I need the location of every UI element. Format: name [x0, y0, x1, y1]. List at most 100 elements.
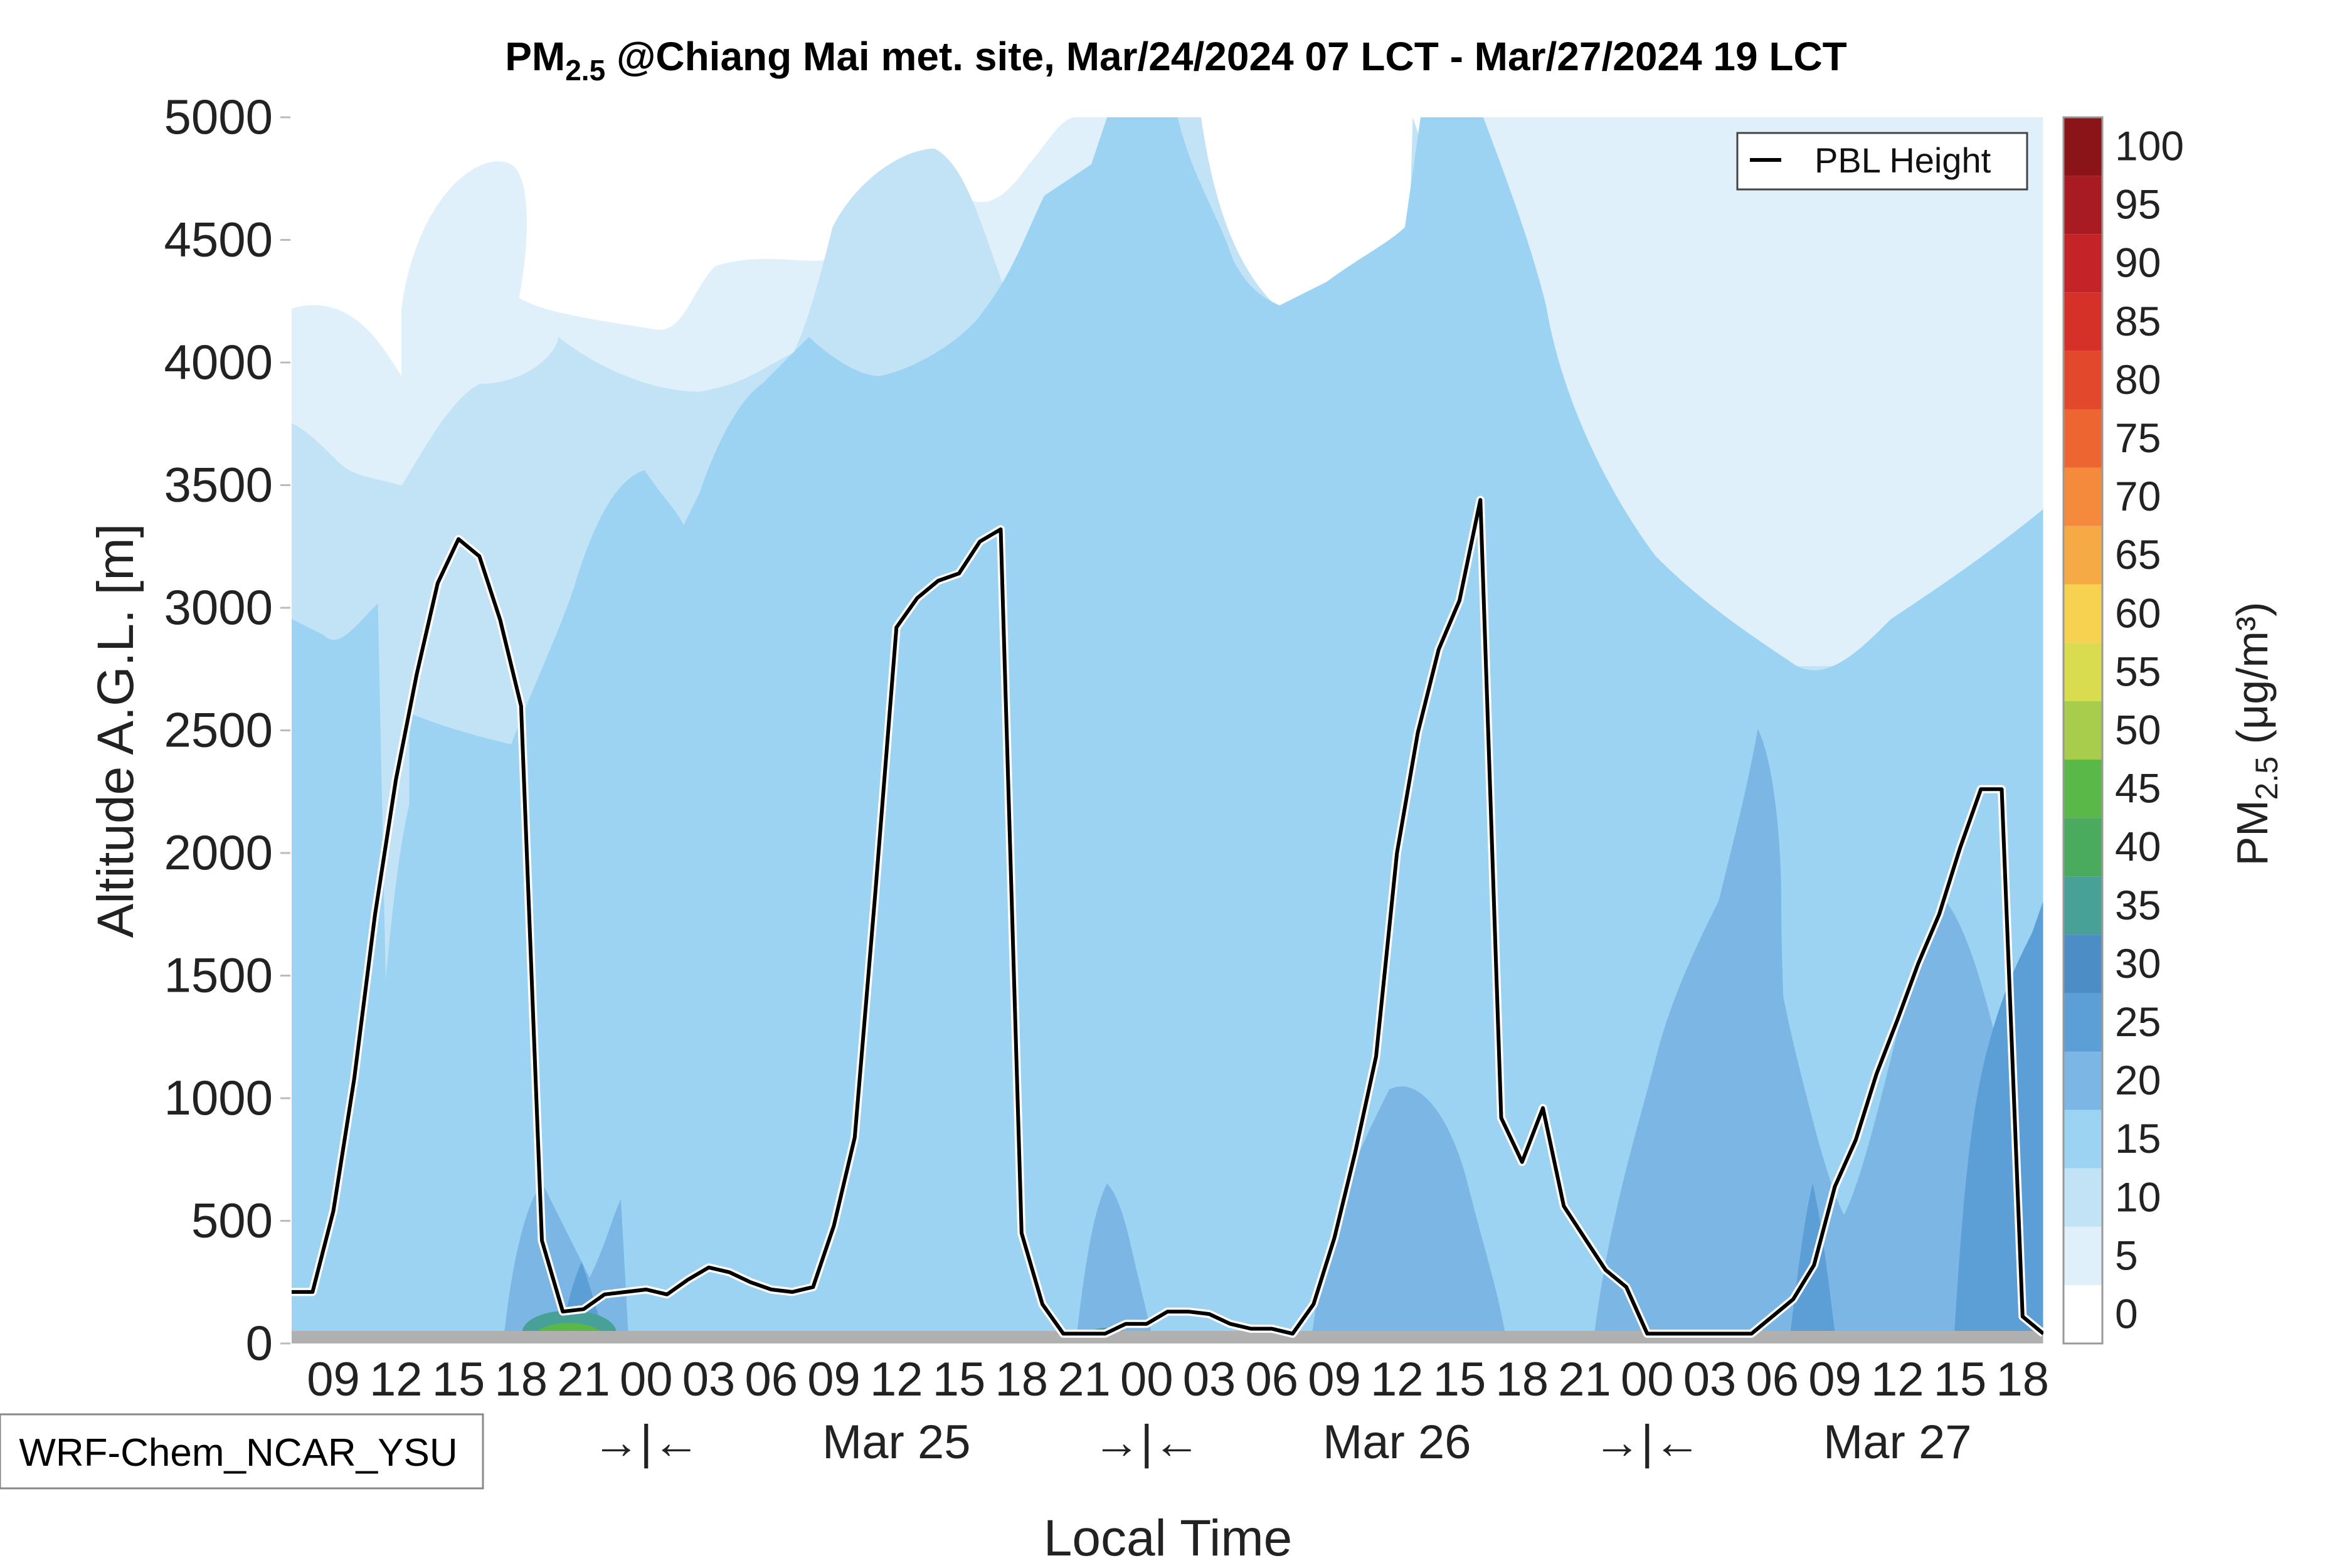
colorbar-swatch	[2063, 409, 2102, 468]
x-tick-label: 21	[1558, 1353, 1611, 1406]
colorbar-swatch	[2063, 876, 2102, 935]
colorbar-tick-label: 70	[2115, 473, 2161, 519]
x-tick-label: 18	[494, 1353, 548, 1406]
x-axis-ticks: 09 12 15 18 21 00 03 06 09 12 15 18 21 00 03 06 09 12 15 18…	[307, 1353, 2049, 1406]
x-tick-label: 09	[807, 1353, 861, 1406]
contour-layer	[292, 117, 2043, 1343]
colorbar-swatch	[2063, 526, 2102, 585]
x-day-label: →|←	[1593, 1416, 1701, 1469]
colorbar-tick-label: 55	[2115, 648, 2161, 694]
x-tick-label: 09	[1808, 1353, 1862, 1406]
legend-box	[1736, 132, 2028, 191]
colorbar-tick-label: 5	[2115, 1232, 2138, 1278]
x-day-label: →|←	[592, 1416, 700, 1469]
colorbar-tick-label: 65	[2115, 531, 2161, 578]
y-axis-ticks: 0 500 1000 1500 2000 2500 3000 3500 4000 4500 5000	[164, 89, 290, 1370]
x-tick-label: 21	[557, 1353, 610, 1406]
y-tick-label: 3500	[164, 457, 273, 512]
colorbar-label-sub: 2.5	[2249, 756, 2284, 800]
y-tick-label: 5000	[164, 89, 273, 144]
colorbar-tick-label: 90	[2115, 240, 2161, 286]
colorbar-swatch	[2063, 234, 2102, 293]
colorbar-tick-label: 100	[2115, 123, 2184, 169]
colorbar-swatch	[2063, 584, 2102, 643]
colorbar-swatch	[2063, 760, 2102, 818]
y-axis-label: Altitude A.G.L. [m]	[87, 524, 144, 938]
x-tick-label: 00	[620, 1353, 673, 1406]
pbl-height-line	[292, 498, 2043, 1336]
colorbar-frame	[2062, 116, 2104, 1345]
x-tick-label: 06	[744, 1353, 798, 1406]
colorbar-tick-label: 35	[2115, 882, 2161, 928]
colorbar-tick-label: 15	[2115, 1115, 2161, 1162]
contour-band-20-25	[503, 729, 2043, 1343]
colorbar-tick-label: 30	[2115, 940, 2161, 987]
x-tick-label: 15	[933, 1353, 986, 1406]
title-main: PM	[505, 34, 565, 79]
x-tick-label: 18	[1495, 1353, 1549, 1406]
terrain-surface	[292, 1331, 2043, 1343]
x-day-label: Mar 25	[822, 1416, 971, 1469]
y-tick-label: 4000	[164, 334, 273, 389]
y-tick-label: 1000	[164, 1070, 273, 1125]
colorbar-tick-label: 50	[2115, 707, 2161, 753]
y-tick-label: 500	[191, 1193, 273, 1248]
x-tick-label: 12	[1871, 1353, 1924, 1406]
colorbar-label: PM2.5 (μg/m³)	[2228, 602, 2284, 866]
colorbar-swatch	[2063, 642, 2102, 701]
colorbar-swatch	[2063, 993, 2102, 1052]
y-tick-label: 1500	[164, 948, 273, 1003]
colorbar-tick-label: 60	[2115, 590, 2161, 636]
colorbar-swatch	[2063, 1110, 2102, 1168]
x-tick-label: 06	[1245, 1353, 1298, 1406]
x-tick-label: 00	[1621, 1353, 1674, 1406]
x-tick-label: 03	[1183, 1353, 1236, 1406]
colorbar-tick-label: 85	[2115, 298, 2161, 344]
colorbar	[2062, 116, 2104, 1345]
colorbar-swatch	[2063, 818, 2102, 877]
x-axis-label: Local Time	[1044, 1510, 1293, 1567]
colorbar-swatch	[2063, 1051, 2102, 1110]
x-tick-label: 06	[1745, 1353, 1799, 1406]
colorbar-tick-label: 25	[2115, 999, 2161, 1045]
colorbar-swatch	[2063, 351, 2102, 410]
colorbar-tick-label: 20	[2115, 1057, 2161, 1103]
contour-band-15-20	[292, 117, 2043, 1343]
x-tick-label: 09	[1308, 1353, 1361, 1406]
y-tick-label: 3000	[164, 580, 273, 635]
colorbar-label-units: (μg/m³)	[2228, 602, 2277, 756]
x-day-label: Mar 26	[1323, 1416, 1471, 1469]
colorbar-swatch	[2063, 1285, 2102, 1343]
colorbar-swatch	[2063, 701, 2102, 760]
x-tick-label: 09	[307, 1353, 360, 1406]
colorbar-label-main: PM	[2228, 800, 2277, 866]
colorbar-swatch	[2063, 1168, 2102, 1227]
x-tick-label: 15	[1934, 1353, 1987, 1406]
model-label: WRF-Chem_NCAR_YSU	[0, 1413, 484, 1490]
x-tick-label: 00	[1120, 1353, 1173, 1406]
pbl-layer	[292, 495, 2043, 1338]
chart-title: PM2.5 @Chiang Mai met. site, Mar/24/2024…	[505, 34, 1847, 87]
x-day-label: →|←	[1093, 1416, 1200, 1469]
x-axis-day-labels: →|← Mar 25 →|← Mar 26 →|← Mar 27	[592, 1416, 1971, 1469]
x-tick-label: 18	[995, 1353, 1048, 1406]
title-rest: @Chiang Mai met. site, Mar/24/2024 07 LC…	[605, 34, 1847, 79]
colorbar-tick-label: 10	[2115, 1173, 2161, 1220]
x-tick-label: 03	[1683, 1353, 1737, 1406]
colorbar-swatch	[2063, 1226, 2102, 1285]
y-tick-label: 2000	[164, 825, 273, 880]
legend: PBL Height	[1736, 132, 2028, 191]
colorbar-swatch	[2063, 117, 2102, 176]
x-tick-label: 15	[432, 1353, 485, 1406]
x-tick-label: 12	[1370, 1353, 1424, 1406]
colorbar-tick-label: 95	[2115, 181, 2161, 228]
y-tick-label: 0	[246, 1315, 273, 1370]
x-tick-label: 21	[1057, 1353, 1111, 1406]
x-tick-label: 03	[682, 1353, 736, 1406]
colorbar-tick-label: 0	[2115, 1290, 2138, 1337]
x-tick-label: 12	[870, 1353, 923, 1406]
colorbar-tick-label: 80	[2115, 356, 2161, 403]
title-subscript: 2.5	[565, 54, 605, 87]
colorbar-swatch	[2063, 467, 2102, 526]
